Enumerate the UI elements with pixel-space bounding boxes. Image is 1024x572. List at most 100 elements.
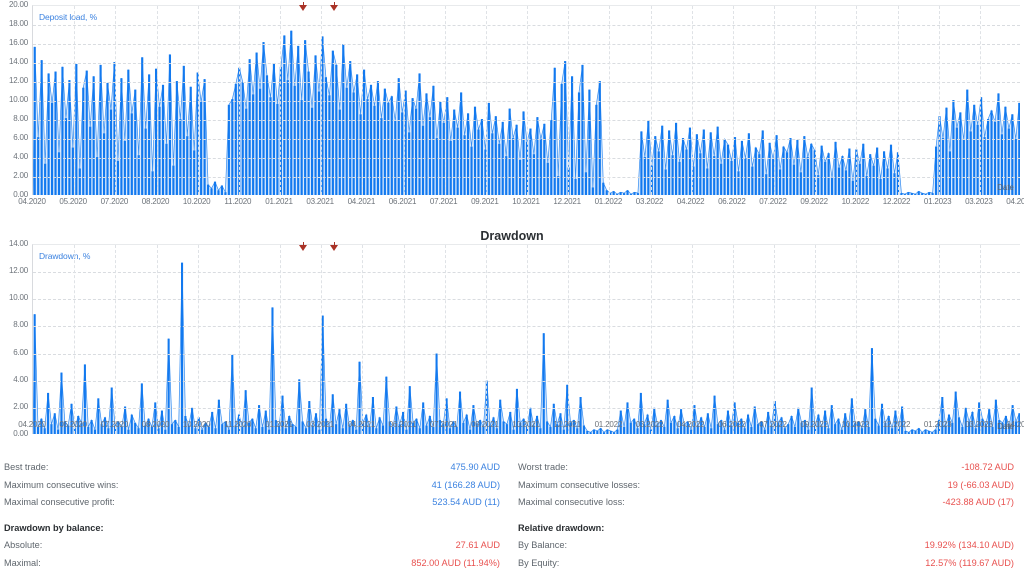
stat-label: Drawdown by balance: bbox=[4, 520, 104, 538]
vertical-gridline bbox=[198, 6, 199, 195]
x-axis-tick-label: 09.2022 bbox=[800, 419, 828, 431]
x-axis-tick-label: 11.2020 bbox=[224, 419, 251, 431]
trade-marker-stem bbox=[303, 242, 304, 246]
stat-row: Worst trade:-108.72 AUD bbox=[518, 459, 1014, 477]
vertical-gridline bbox=[609, 245, 610, 434]
vertical-gridline bbox=[74, 245, 75, 434]
x-axis-tick-label: 03.2023 bbox=[965, 419, 993, 431]
drawdown-legend: Drawdown, % bbox=[39, 251, 90, 261]
vertical-gridline bbox=[856, 245, 857, 434]
y-axis-tick-label: 14.00 bbox=[9, 58, 28, 66]
vertical-gridline bbox=[815, 6, 816, 195]
x-axis-tick-label: 07.2020 bbox=[101, 419, 129, 431]
stat-label: Maximum consecutive wins: bbox=[4, 477, 118, 495]
vertical-gridline bbox=[692, 6, 693, 195]
drawdown-plot: Drawdown, % Date bbox=[32, 244, 1020, 434]
stat-label: By Balance: bbox=[518, 537, 567, 555]
x-axis-tick-label: 01.2021 bbox=[265, 196, 293, 208]
x-axis-tick-label: 08.2020 bbox=[142, 196, 170, 208]
vertical-gridline bbox=[115, 245, 116, 434]
stat-spacer bbox=[4, 512, 500, 520]
x-axis-tick-label: 08.2020 bbox=[142, 419, 170, 431]
vertical-gridline bbox=[939, 245, 940, 434]
vertical-gridline bbox=[280, 245, 281, 434]
stat-value: -108.72 AUD bbox=[961, 459, 1014, 477]
vertical-gridline bbox=[939, 6, 940, 195]
vertical-gridline bbox=[527, 245, 528, 434]
stat-value: 19 (-66.03 AUD) bbox=[948, 477, 1014, 495]
x-axis-tick-label: 01.2023 bbox=[924, 419, 952, 431]
x-axis-tick-label: 07.2020 bbox=[101, 196, 129, 208]
stat-value: 523.54 AUD (11) bbox=[432, 494, 500, 512]
x-axis-tick-label: 09.2021 bbox=[471, 419, 499, 431]
x-axis-tick-label: 04.2023 bbox=[1006, 419, 1024, 431]
y-axis-tick-label: 2.00 bbox=[13, 172, 28, 180]
y-axis-tick-label: 10.00 bbox=[9, 294, 28, 302]
stat-value: 27.61 AUD bbox=[456, 537, 500, 555]
vertical-gridline bbox=[157, 245, 158, 434]
x-axis-tick-label: 12.2021 bbox=[553, 196, 581, 208]
y-axis-tick-label: 16.00 bbox=[9, 39, 28, 47]
stat-row: Maximal consecutive profit:523.54 AUD (1… bbox=[4, 494, 500, 512]
stat-row: Absolute:27.61 AUD bbox=[4, 537, 500, 555]
x-axis-tick-label: 10.2021 bbox=[512, 196, 540, 208]
deposit-load-legend: Deposit load, % bbox=[39, 12, 97, 22]
vertical-gridline bbox=[198, 245, 199, 434]
stat-value: 12.57% (119.67 AUD) bbox=[925, 555, 1014, 572]
x-axis-tick-label: 01.2023 bbox=[924, 196, 952, 208]
x-axis-tick-label: 10.2022 bbox=[842, 419, 870, 431]
vertical-gridline bbox=[856, 6, 857, 195]
x-axis-tick-label: 03.2022 bbox=[636, 419, 664, 431]
y-axis-tick-label: 14.00 bbox=[9, 240, 28, 248]
stat-label: Maximal: bbox=[4, 555, 41, 572]
vertical-gridline bbox=[486, 6, 487, 195]
stat-section-header: Relative drawdown: bbox=[518, 520, 1014, 538]
stat-value: 41 (166.28 AUD) bbox=[432, 477, 500, 495]
x-axis-tick-label: 06.2021 bbox=[389, 419, 417, 431]
y-axis-tick-label: 18.00 bbox=[9, 20, 28, 28]
stat-value: 852.00 AUD (11.94%) bbox=[411, 555, 500, 572]
stat-value: 475.90 AUD bbox=[450, 459, 500, 477]
deposit-load-plot: Deposit load, % Date bbox=[32, 5, 1020, 195]
vertical-gridline bbox=[527, 6, 528, 195]
y-axis-tick-label: 4.00 bbox=[13, 376, 28, 384]
vertical-gridline bbox=[568, 245, 569, 434]
vertical-gridline bbox=[980, 6, 981, 195]
vertical-gridline bbox=[321, 245, 322, 434]
x-axis-tick-label: 10.2022 bbox=[842, 196, 870, 208]
y-axis-tick-label: 8.00 bbox=[13, 321, 28, 329]
x-axis-tick-label: 07.2021 bbox=[430, 196, 458, 208]
vertical-gridline bbox=[568, 6, 569, 195]
x-axis-tick-label: 09.2022 bbox=[800, 196, 828, 208]
stat-row: By Equity:12.57% (119.67 AUD) bbox=[518, 555, 1014, 572]
x-axis-tick-label: 10.2021 bbox=[512, 419, 540, 431]
x-axis-tick-label: 01.2022 bbox=[595, 196, 623, 208]
vertical-gridline bbox=[239, 245, 240, 434]
stat-row: Maximal consecutive loss:-423.88 AUD (17… bbox=[518, 494, 1014, 512]
x-axis-tick-label: 03.2021 bbox=[306, 419, 334, 431]
x-axis-tick-label: 04.2020 bbox=[18, 419, 46, 431]
vertical-gridline bbox=[445, 245, 446, 434]
vertical-gridline bbox=[362, 245, 363, 434]
vertical-gridline bbox=[774, 245, 775, 434]
y-axis-tick-label: 6.00 bbox=[13, 349, 28, 357]
x-axis-tick-label: 07.2021 bbox=[430, 419, 458, 431]
vertical-gridline bbox=[609, 6, 610, 195]
y-axis-tick-label: 8.00 bbox=[13, 115, 28, 123]
stat-section-header: Drawdown by balance: bbox=[4, 520, 500, 538]
x-axis-tick-label: 06.2022 bbox=[718, 196, 746, 208]
x-axis-tick-label: 01.2021 bbox=[265, 419, 293, 431]
vertical-gridline bbox=[280, 6, 281, 195]
x-axis-tick-label: 12.2022 bbox=[883, 196, 911, 208]
vertical-gridline bbox=[815, 245, 816, 434]
y-axis-tick-label: 2.00 bbox=[13, 403, 28, 411]
x-axis-tick-label: 04.2021 bbox=[348, 419, 376, 431]
stat-value: -423.88 AUD (17) bbox=[943, 494, 1015, 512]
vertical-gridline bbox=[733, 245, 734, 434]
x-axis-tick-label: 05.2020 bbox=[59, 419, 87, 431]
